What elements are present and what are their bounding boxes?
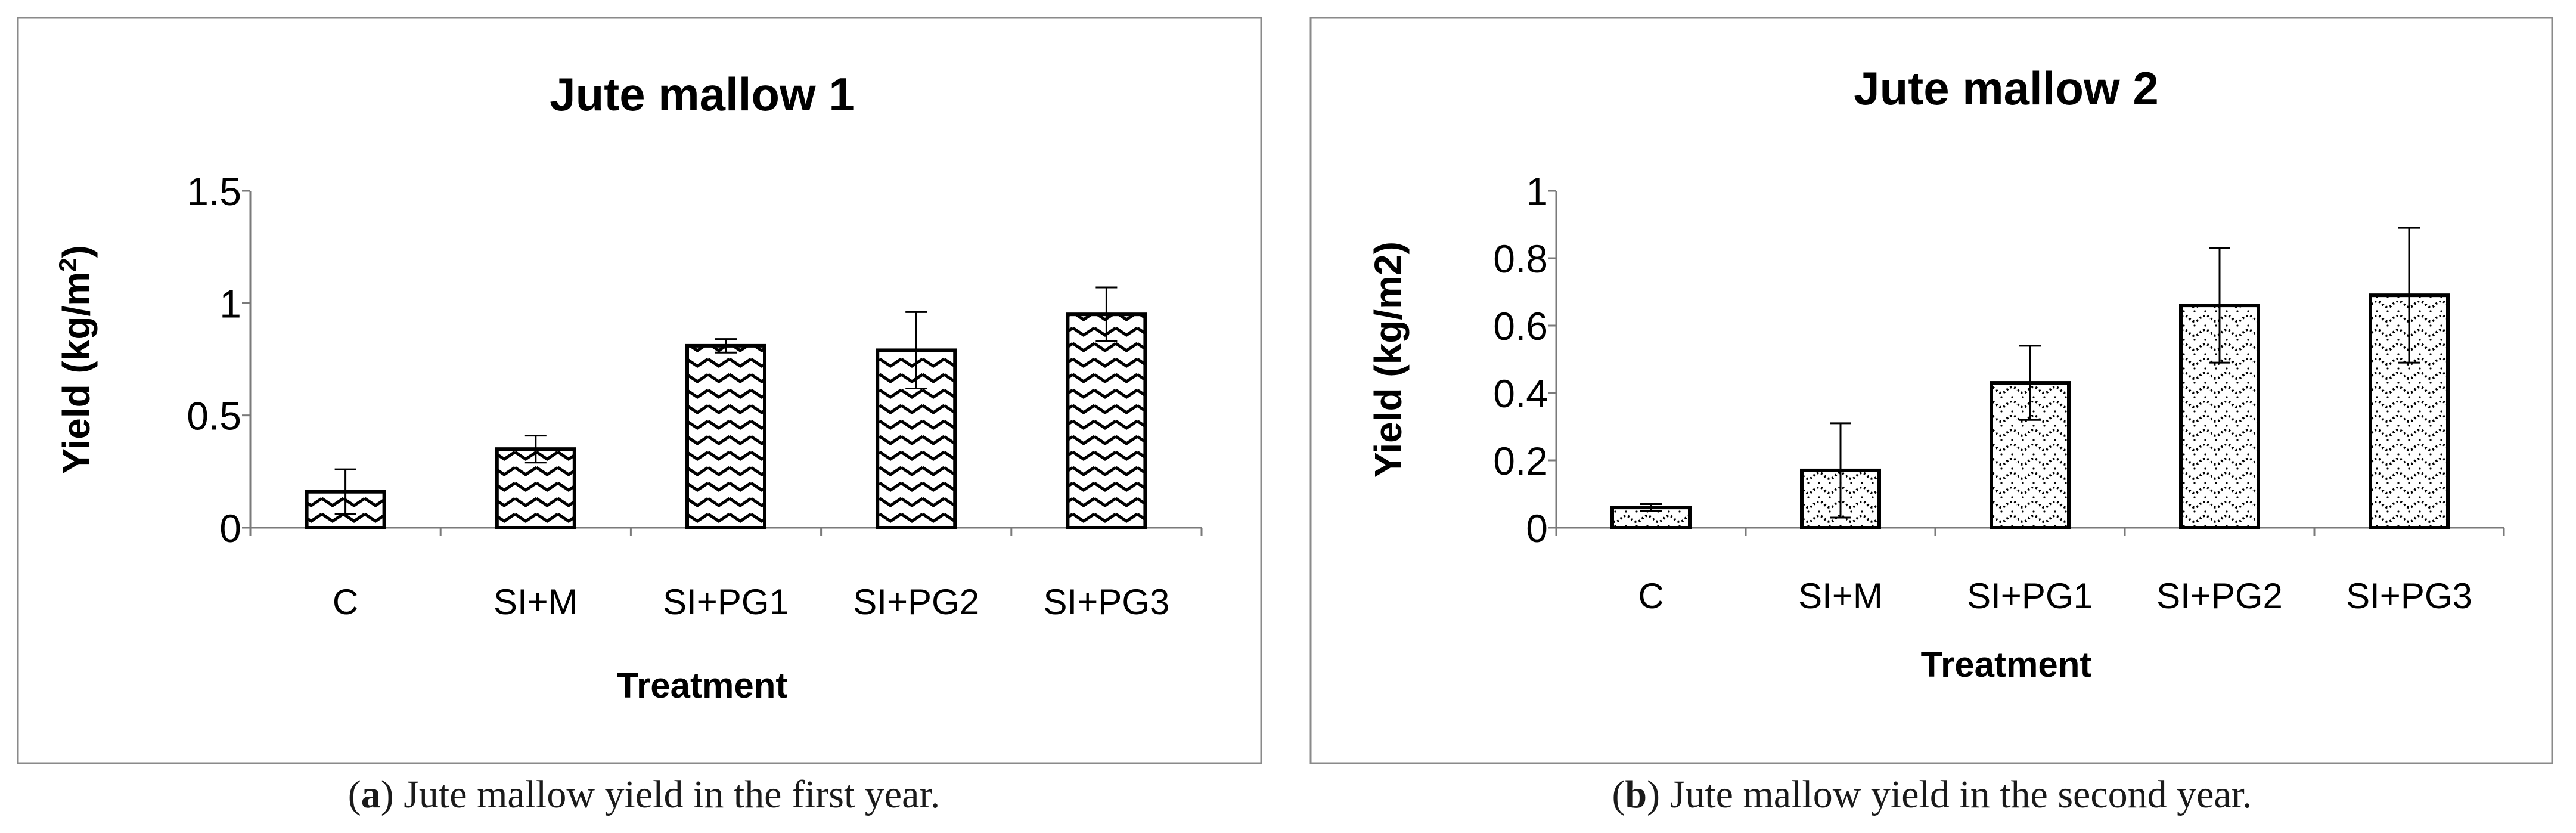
y-tick-label: 0 — [219, 506, 241, 550]
chart-panel-b: Jute mallow 2 0 0.2 0.4 0.6 0.8 1 Yield (kg/m2)… — [1288, 0, 2576, 833]
x-tick-label: SI+PG2 — [2156, 576, 2283, 616]
x-tick-label: SI+M — [494, 582, 578, 622]
x-tick-label: C — [333, 582, 358, 622]
x-axis-label: Treatment — [617, 665, 788, 705]
chart-panel-a: Jute mallow 1 0 0.5 1 1.5 Yield (kg/m2) C SI+M S… — [17, 17, 1262, 816]
y-tick-label: 0.4 — [1493, 371, 1548, 416]
y-tick-label: 0 — [1526, 506, 1548, 550]
y-tick-label: 0.2 — [1493, 439, 1548, 483]
x-tick-label: SI+PG3 — [1044, 582, 1170, 622]
chart-title: Jute mallow 2 — [1854, 62, 2159, 114]
y-tick-label: 1 — [219, 281, 241, 326]
caption-a-text: Jute mallow yield in the first year. — [393, 773, 941, 816]
chart-a-svg: Jute mallow 1 0 0.5 1 1.5 Yield (kg/m2) C SI+M S… — [17, 17, 1262, 764]
y-axis-label-close: ) — [55, 245, 98, 258]
chart-title: Jute mallow 1 — [550, 68, 855, 120]
chart-frame — [17, 17, 1262, 764]
bar — [685, 343, 766, 530]
y-tick-label: 0.5 — [187, 394, 241, 438]
caption-b-text: Jute mallow yield in the second year. — [1660, 773, 2252, 816]
chart-frame — [1309, 17, 2553, 764]
y-tick-label: 0.8 — [1493, 237, 1548, 281]
caption-b-label: b — [1625, 773, 1647, 816]
y-tick-label: 1.5 — [187, 169, 241, 213]
bar — [1066, 312, 1147, 530]
caption-a-label: a — [361, 773, 381, 816]
x-tick-label: SI+M — [1798, 576, 1883, 616]
x-tick-label: SI+PG1 — [663, 582, 789, 622]
x-tick-label: SI+PG2 — [853, 582, 979, 622]
x-tick-label: SI+PG1 — [1967, 576, 2093, 616]
y-axis-label: Yield (kg/m2) — [1367, 241, 1410, 478]
y-axis-label-main: Yield (kg/m — [55, 272, 98, 474]
chart-b-svg: Jute mallow 2 0 0.2 0.4 0.6 0.8 1 Yield (kg/m2)… — [1309, 17, 2553, 764]
caption-a: (a) Jute mallow yield in the first year. — [347, 773, 941, 816]
x-tick-label: SI+PG3 — [2346, 576, 2472, 616]
x-tick-label: C — [1638, 576, 1663, 616]
y-axis-label-sup: 2 — [54, 258, 82, 271]
y-axis-label: Yield (kg/m2) — [54, 245, 98, 474]
caption-b: (b) Jute mallow yield in the second year… — [1612, 773, 2252, 816]
x-axis-label: Treatment — [1921, 645, 2092, 685]
y-tick-label: 1 — [1526, 169, 1548, 213]
y-tick-label: 0.6 — [1493, 304, 1548, 348]
